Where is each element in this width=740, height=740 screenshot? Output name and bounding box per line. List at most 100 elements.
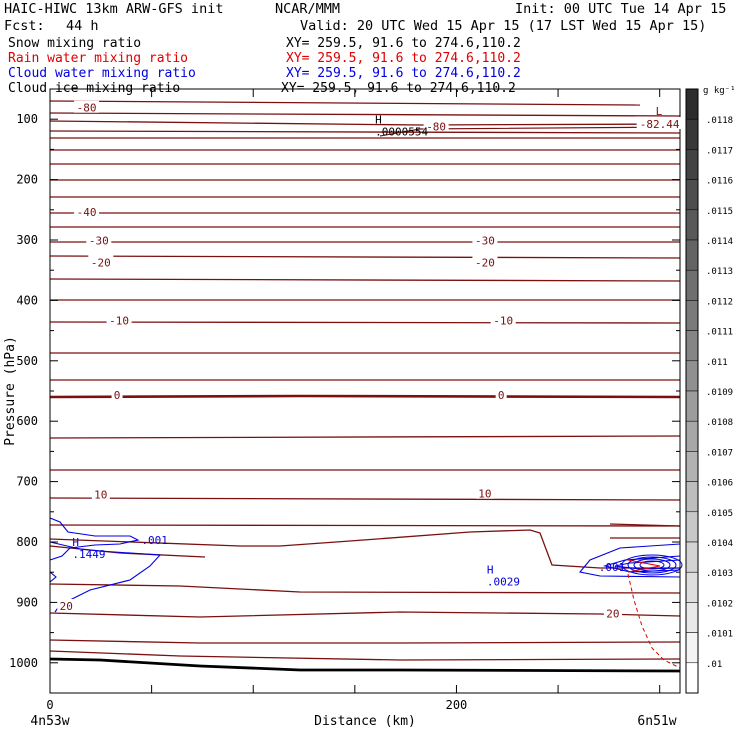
extremum-value: .0000554 (375, 125, 428, 138)
isotherm-line (49, 130, 681, 134)
isotherm-label-bg (472, 233, 498, 246)
isotherm-label-bg (475, 486, 494, 499)
x-tick-label: 0 (46, 698, 53, 712)
cloud-water-contour (639, 560, 665, 570)
cloud-water-label: .001 (141, 534, 168, 547)
isotherm-line (49, 278, 681, 282)
colorbar-swatch (685, 300, 699, 331)
x-tick-label: 200 (446, 698, 468, 712)
colorbar-label: .011 (706, 358, 728, 368)
isotherm-label: -10 (109, 314, 129, 327)
colorbar-swatch (685, 209, 699, 241)
isotherm-line (49, 100, 641, 106)
isotherm-line (379, 126, 681, 137)
colorbar-label: .0101 (706, 630, 733, 640)
colorbar-label: .0115 (706, 207, 733, 217)
isotherm-label-bg (74, 100, 100, 113)
colorbar-swatch (685, 179, 699, 211)
cloud-water-label: .001 (599, 561, 626, 574)
isotherm-label: -10 (493, 314, 513, 327)
colorbar-swatch (685, 239, 699, 271)
plot-area: 0 2001002003004005006007008009001000-80-8… (9, 88, 683, 712)
colorbar-swatch (685, 269, 699, 301)
extremum-value: .0029 (487, 575, 520, 588)
isotherm-label: -40 (77, 206, 97, 219)
field-rain-xy: XY= 259.5, 91.6 to 274.6,110.2 (286, 51, 521, 66)
isotherm-label-bg (495, 388, 507, 401)
rain-water-contour (627, 573, 681, 669)
field-snow-xy: XY= 259.5, 91.6 to 274.6,110.2 (286, 36, 521, 51)
y-tick-label: 600 (16, 414, 38, 428)
isotherm-label: 20 (60, 600, 73, 613)
colorbar-label: .0117 (706, 146, 733, 156)
freezing-level-line (49, 394, 681, 399)
isotherm-line (49, 112, 681, 117)
isotherm-label-bg (603, 606, 622, 619)
extremum-marker: H (72, 536, 79, 549)
isotherm-label: 10 (478, 488, 491, 501)
colorbar-swatch (685, 451, 699, 482)
isotherm-label-bg (74, 205, 100, 218)
isotherm-label-bg (91, 487, 110, 500)
isotherm-label-bg (490, 313, 516, 326)
y-tick-label: 500 (16, 354, 38, 368)
y-tick-label: 800 (16, 535, 38, 549)
isotherm-line (49, 120, 681, 126)
extremum-marker: H (487, 563, 494, 576)
colorbar-label: .0109 (706, 388, 733, 398)
fcst-label: Fcst: (4, 18, 45, 34)
isotherm-label-bg (423, 119, 449, 132)
isotherm-label: -20 (475, 256, 495, 269)
isotherm-label-bg (111, 388, 123, 401)
colorbar-label: .0111 (706, 328, 733, 338)
field-cloudwater-name: Cloud water mixing ratio (8, 66, 196, 81)
org-label: NCAR/MMM (275, 1, 340, 17)
isotherm-line (49, 611, 681, 618)
terrain-line (49, 657, 681, 673)
cloud-water-contour (49, 571, 57, 583)
colorbar-swatch (685, 360, 699, 392)
isotherm-label: 20 (606, 607, 619, 620)
colorbar-label: .0112 (706, 297, 733, 307)
cloud-water-contour (602, 555, 681, 573)
init-time: Init: 00 UTC Tue 14 Apr 15 (515, 1, 726, 17)
field-cloudwater-xy: XY= 259.5, 91.6 to 274.6,110.2 (286, 66, 521, 81)
y-tick-label: 100 (16, 112, 38, 126)
y-tick-label: 1000 (9, 656, 38, 670)
colorbar-label: .0106 (706, 479, 733, 489)
extremum-marker: L (656, 105, 663, 118)
isotherm-line (49, 524, 681, 527)
isotherm-label: -30 (89, 235, 109, 248)
colorbar-swatch (685, 541, 699, 573)
y-tick-label: 400 (16, 293, 38, 307)
isotherm-label: 10 (94, 488, 107, 501)
isotherm-label: -30 (475, 235, 495, 248)
y-tick-label: 900 (16, 595, 38, 609)
isotherm-label-bg (636, 117, 683, 130)
rain-water-contour (627, 559, 661, 573)
isotherm-label: 0 (498, 389, 505, 402)
cloud-water-contour (621, 554, 683, 576)
isotherm-line (49, 497, 681, 501)
colorbar-label: .0118 (706, 116, 733, 126)
cloud-water-contour (627, 556, 677, 574)
colorbar-label: .0103 (706, 569, 733, 579)
field-rain-name: Rain water mixing ratio (8, 51, 188, 66)
y-axis-title: Pressure (hPa) (3, 336, 18, 446)
cloud-water-contour (633, 558, 671, 572)
model-title: HAIC-HIWC 13km ARW-GFS init (4, 1, 223, 17)
colorbar-swatch (685, 662, 699, 694)
y-tick-label: 200 (16, 173, 38, 187)
y-tick-label: 300 (16, 233, 38, 247)
colorbar-label: .01 (706, 660, 722, 670)
valid-time: Valid: 20 UTC Wed 15 Apr 15 (17 LST Wed … (300, 18, 706, 34)
colorbar-label: .0104 (706, 539, 733, 549)
colorbar-label: .0102 (706, 599, 733, 609)
colorbar-swatch (685, 511, 699, 543)
isotherm-line (49, 529, 680, 569)
isotherm-label-bg (472, 255, 498, 268)
colorbar-label: .0116 (706, 177, 733, 187)
isotherm-line (49, 650, 681, 661)
colorbar: .0118 .0117 .0116 .0115 .0114 .0113 .0112 .0111… (685, 88, 733, 694)
